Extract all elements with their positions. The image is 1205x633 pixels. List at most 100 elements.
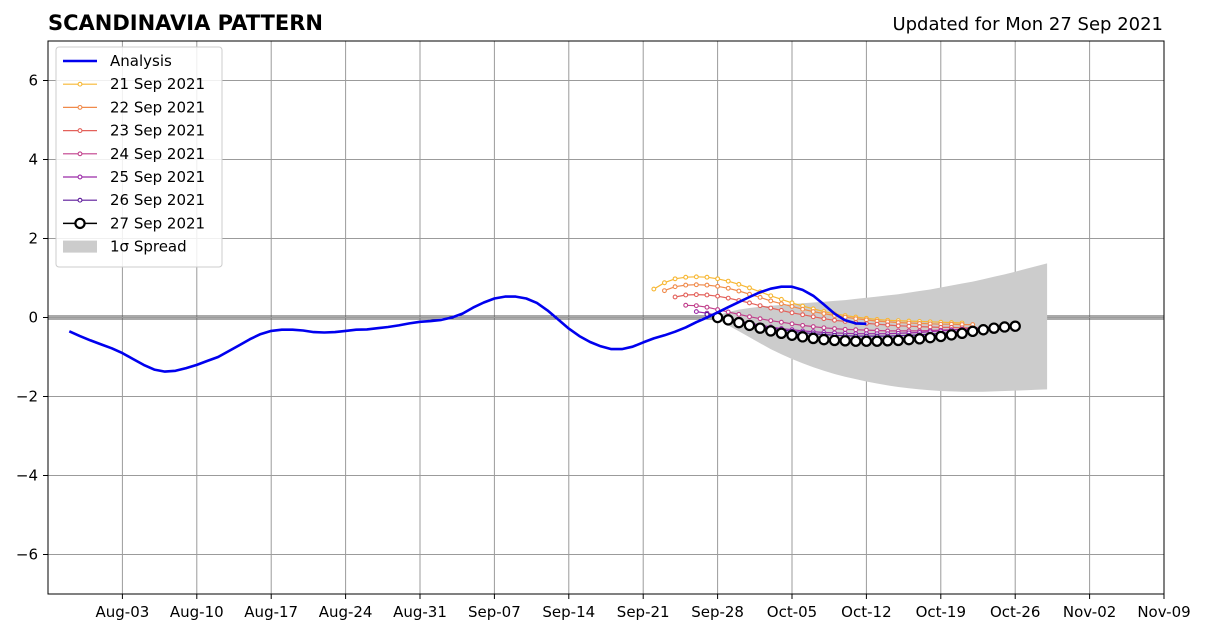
- legend-swatch-marker: [77, 151, 83, 157]
- forecast-point: [810, 309, 816, 315]
- analysis-line: [68, 285, 867, 373]
- forecast-point: [778, 301, 784, 307]
- forecast-point: [832, 326, 837, 332]
- forecast-point: [747, 285, 752, 291]
- forecast-point: [789, 303, 795, 309]
- x-tick-label: Oct-26: [990, 603, 1040, 621]
- legend-swatch-marker: [77, 174, 83, 180]
- forecast-point: [821, 311, 827, 316]
- forecast-point: [693, 303, 699, 309]
- forecast-point: [853, 327, 859, 333]
- forecast-point: [683, 292, 689, 298]
- forecast-point: [693, 282, 699, 288]
- forecast-point: [693, 274, 699, 280]
- forecast-point: [917, 324, 922, 330]
- forecast-point: [881, 335, 894, 347]
- forecast-point: [715, 276, 721, 282]
- x-tick-label: Nov-02: [1063, 603, 1116, 621]
- forecast-point: [757, 316, 763, 322]
- forecast-point: [895, 323, 901, 329]
- forecast-point: [988, 322, 1000, 334]
- legend-swatch-marker: [77, 104, 83, 110]
- forecast-point: [683, 274, 689, 280]
- legend-label: 25 Sep 2021: [110, 168, 205, 186]
- y-tick-label: −4: [16, 467, 38, 485]
- legend-label: 26 Sep 2021: [110, 191, 205, 209]
- forecast-point: [704, 274, 710, 280]
- forecast-point: [725, 309, 731, 315]
- forecast-point: [800, 312, 806, 318]
- forecast-point: [892, 334, 904, 347]
- x-tick-label: Oct-12: [841, 603, 891, 621]
- forecast-point: [945, 329, 958, 341]
- x-tick-label: Aug-17: [244, 603, 298, 621]
- spread-band: [717, 263, 1048, 392]
- forecast-point: [956, 327, 968, 339]
- forecast-point: [715, 293, 721, 299]
- x-tick-label: Sep-28: [691, 603, 744, 621]
- forecast-point: [885, 322, 891, 328]
- x-tick-label: Aug-10: [170, 603, 224, 621]
- forecast-point: [672, 294, 678, 300]
- forecast-point: [693, 292, 699, 298]
- forecast-point: [662, 288, 667, 294]
- forecast-point: [821, 325, 827, 331]
- x-tick-label: Sep-14: [542, 603, 595, 621]
- forecast-point: [768, 293, 774, 299]
- y-tick-label: 2: [28, 230, 38, 248]
- forecast-point: [810, 324, 816, 330]
- y-tick-label: 6: [28, 72, 38, 90]
- forecast-point: [683, 302, 689, 308]
- forecast-point: [768, 298, 774, 304]
- forecast-point: [778, 296, 784, 302]
- forecast-point: [778, 319, 784, 325]
- legend-swatch-marker: [77, 128, 83, 134]
- forecast-point: [662, 280, 667, 286]
- legend-label: Analysis: [110, 52, 172, 70]
- forecast-point: [842, 326, 848, 332]
- legend-label: 22 Sep 2021: [110, 98, 205, 116]
- x-tick-label: Oct-05: [767, 603, 817, 621]
- forecast-point: [903, 333, 915, 346]
- forecast-point: [715, 283, 721, 289]
- forecast-point: [778, 307, 784, 313]
- plot-area: [48, 263, 1164, 392]
- legend: Analysis 21 Sep 2021 22 Sep 2021 23 Sep 202…: [55, 46, 223, 268]
- forecast-point: [747, 314, 752, 320]
- forecast-point: [725, 285, 731, 291]
- y-tick-label: −6: [16, 546, 38, 564]
- forecast-point: [800, 322, 806, 328]
- forecast-point: [765, 325, 777, 337]
- forecast-point: [757, 303, 763, 309]
- y-tick-label: 4: [28, 151, 38, 169]
- forecast-point: [743, 319, 756, 332]
- forecast-point: [860, 335, 873, 347]
- x-tick-label: Aug-24: [319, 603, 373, 621]
- forecast-point: [651, 286, 657, 292]
- legend-box: [55, 46, 223, 268]
- forecast-point: [789, 310, 795, 316]
- updated-date: Updated for Mon 27 Sep 2021: [892, 14, 1163, 35]
- forecast-point: [832, 317, 837, 323]
- forecast-point: [924, 331, 936, 344]
- forecast-point: [850, 335, 862, 347]
- legend-swatch-marker: [77, 81, 83, 87]
- forecast-point: [693, 309, 699, 315]
- forecast-point: [874, 321, 880, 327]
- y-tick-label: −2: [16, 388, 38, 406]
- forecast-point: [818, 333, 830, 346]
- legend-label: 1σ Spread: [110, 238, 187, 256]
- forecast-point: [704, 282, 710, 288]
- forecast-point: [789, 321, 795, 327]
- legend-swatch-marker: [77, 197, 83, 203]
- forecast-point: [786, 329, 798, 341]
- forecast-point: [683, 282, 689, 288]
- forecast-point: [725, 295, 731, 301]
- legend-swatch-marker: [74, 217, 86, 230]
- forecast-point: [736, 311, 742, 317]
- forecast-point: [821, 316, 827, 322]
- forecast-point: [807, 332, 819, 345]
- forecast-point: [800, 306, 806, 312]
- legend-label: 23 Sep 2021: [110, 122, 205, 140]
